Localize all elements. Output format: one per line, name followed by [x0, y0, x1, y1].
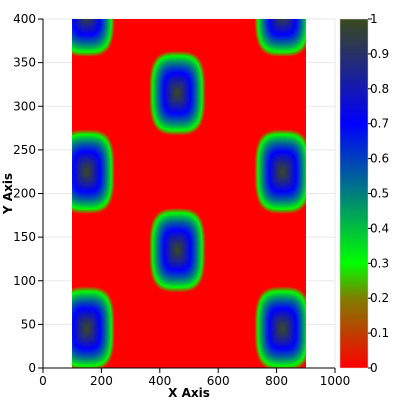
x-tick-label: 0 [39, 374, 47, 388]
heatmap-image [72, 19, 306, 368]
colorbar-tick-label: 0 [370, 361, 378, 375]
colorbar-tick-label: 0.5 [370, 187, 389, 201]
y-tick-label: 150 [13, 230, 36, 244]
x-tick-label: 800 [265, 374, 288, 388]
x-axis-title: X Axis [168, 386, 210, 400]
colorbar-tick-label: 0.9 [370, 47, 389, 61]
colorbar-tick-label: 0.7 [370, 117, 389, 131]
colorbar-tick-label: 1 [370, 12, 378, 26]
colorbar-tick-label: 0.6 [370, 152, 389, 166]
y-tick-label: 0 [28, 361, 36, 375]
y-tick-label: 100 [13, 274, 36, 288]
colorbar-tick-label: 0.2 [370, 291, 389, 305]
y-tick-label: 300 [13, 99, 36, 113]
colorbar-gradient [340, 19, 368, 368]
y-tick-label: 350 [13, 56, 36, 70]
x-tick-label: 400 [148, 374, 171, 388]
y-tick-label: 400 [13, 12, 36, 26]
colorbar-tick-label: 0.1 [370, 326, 389, 340]
colorbar-tick-label: 0.3 [370, 256, 389, 270]
y-tick-label: 250 [13, 143, 36, 157]
colorbar-tick-label: 0.4 [370, 221, 389, 235]
x-tick-label: 600 [207, 374, 230, 388]
y-tick-label: 200 [13, 187, 36, 201]
x-tick-label: 200 [90, 374, 113, 388]
colorbar-tick-label: 0.8 [370, 82, 389, 96]
x-tick-label: 1000 [320, 374, 351, 388]
y-tick-label: 50 [21, 317, 36, 331]
y-axis-title: Y Axis [1, 173, 15, 215]
colorbar-frame [339, 18, 369, 369]
